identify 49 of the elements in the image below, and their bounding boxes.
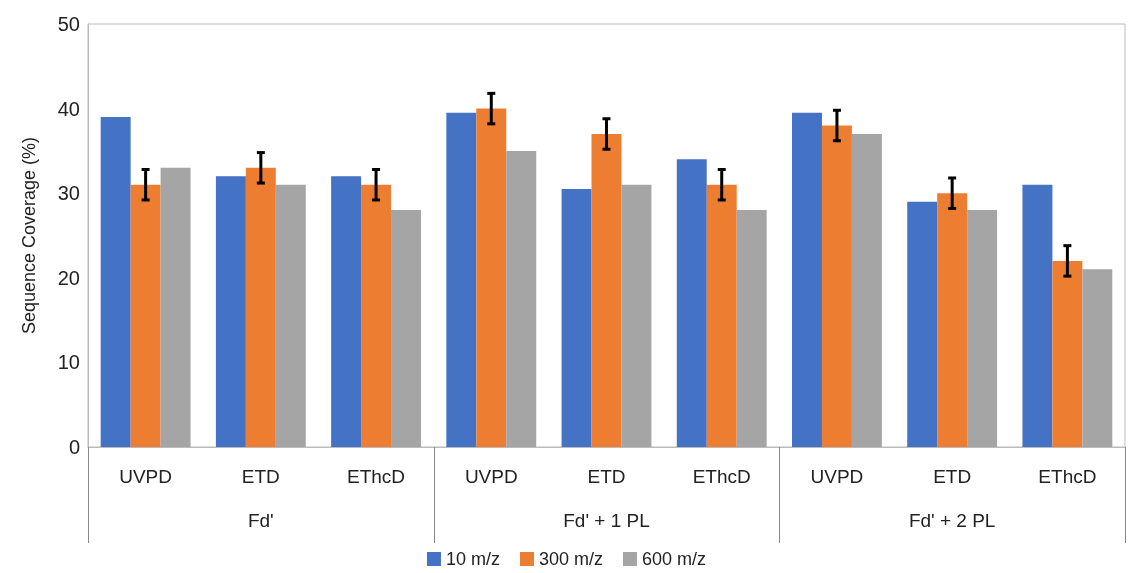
x-tick-label: UVPD (119, 466, 173, 487)
y-tick-label: 30 (57, 182, 80, 205)
x-tick-label: EThcD (347, 466, 406, 487)
bar (215, 176, 246, 447)
legend-label: 300 m/z (538, 549, 604, 569)
bar (1082, 269, 1113, 447)
x-tick-label: ETD (587, 466, 626, 487)
bar (851, 133, 882, 447)
y-tick-label: 10 (57, 351, 80, 374)
bar (621, 184, 652, 447)
bar (821, 125, 852, 447)
bar (736, 210, 767, 447)
bar (1052, 260, 1083, 447)
bar (591, 133, 622, 447)
text: Fd' + 1 PL (563, 510, 650, 531)
text: Fd' (247, 510, 274, 531)
bar (160, 167, 191, 447)
bar (506, 150, 537, 447)
x-tick-label: UVPD (464, 466, 518, 487)
bar (361, 184, 392, 447)
bar (676, 159, 707, 447)
legend-label: 10 m/z (445, 549, 500, 569)
y-tick-label: 0 (68, 436, 80, 458)
y-tick-label: 50 (57, 13, 80, 35)
bar (792, 112, 822, 447)
bar (391, 210, 421, 447)
x-tick-label: EThcD (1038, 466, 1097, 487)
bar (907, 201, 938, 447)
x-tick-label: ETD (933, 466, 972, 487)
y-tick-label: 20 (57, 266, 80, 289)
legend-label: 600 m/z (642, 549, 707, 569)
bar (245, 167, 276, 447)
x-tick-label: ETD (241, 466, 280, 487)
bar (706, 184, 737, 447)
bar (476, 108, 507, 447)
bar (561, 188, 592, 447)
x-tick-label: UVPD (810, 466, 864, 487)
x-tick-label: EThcD (692, 466, 751, 487)
y-tick-label: 40 (57, 97, 80, 120)
bar (937, 193, 968, 447)
bar (446, 112, 477, 447)
bar (100, 117, 131, 447)
text: Fd' + 2 PL (908, 510, 996, 531)
y-axis-title: Sequence Coverage (%) (19, 136, 39, 335)
bar (130, 184, 161, 447)
bar (967, 210, 998, 447)
bar (1022, 184, 1053, 447)
bar (331, 176, 362, 447)
bar (275, 184, 306, 447)
